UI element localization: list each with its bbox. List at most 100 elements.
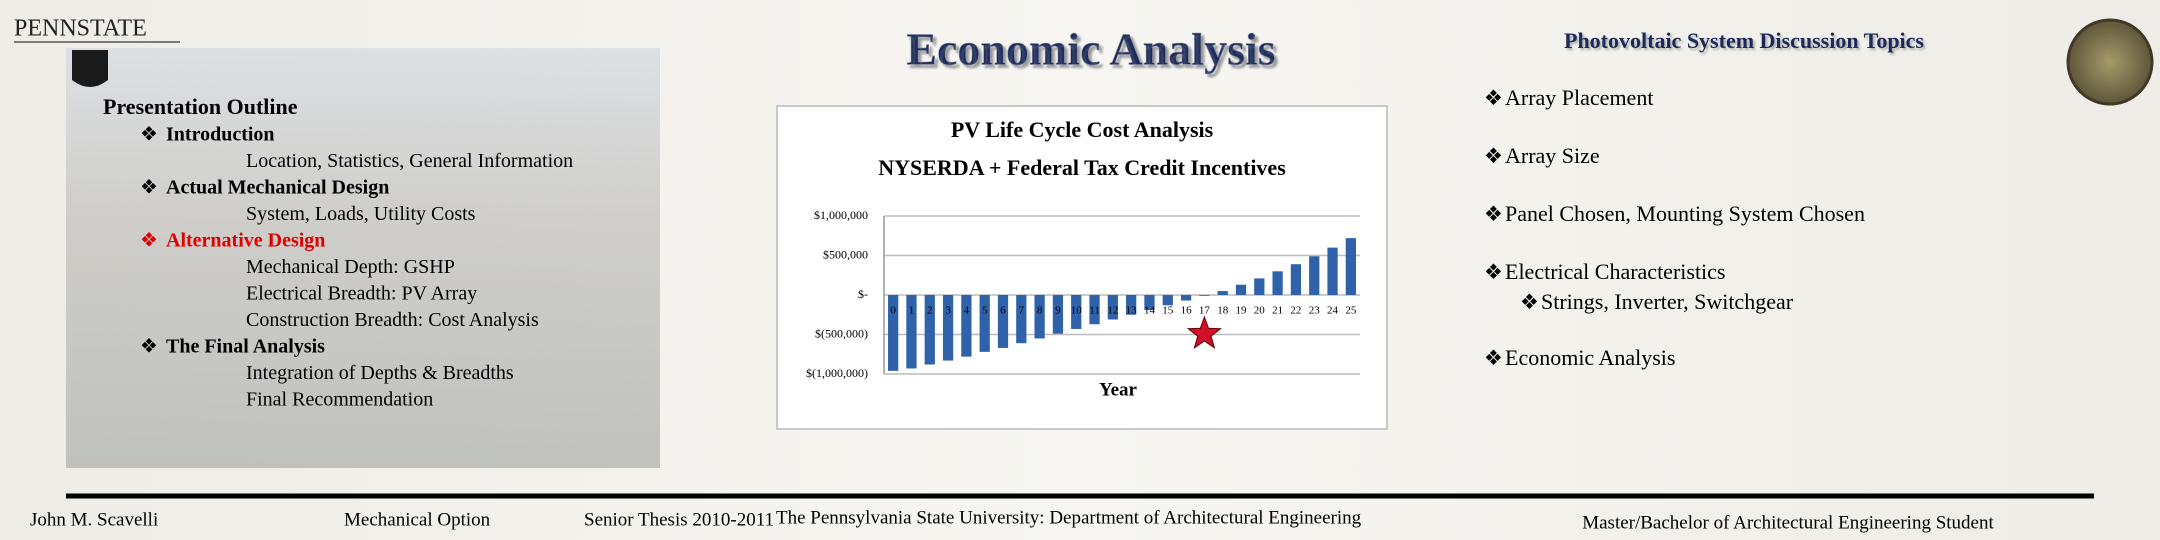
y-tick-label: $-	[858, 287, 868, 301]
outline-bullet: ❖	[140, 336, 158, 358]
x-tick-label: 14	[1144, 305, 1156, 317]
outline-item: The Final Analysis	[166, 336, 325, 358]
topic-bullet: ❖	[1484, 202, 1503, 226]
y-tick-label: $500,000	[823, 247, 868, 261]
bar	[906, 295, 917, 369]
x-tick-label: 5	[982, 305, 988, 317]
chart-frame	[776, 105, 1388, 430]
outline-item: Introduction	[166, 124, 275, 146]
outline-subitem: Final Recommendation	[246, 389, 433, 411]
star-marker	[1186, 315, 1222, 349]
outline-bullet: ❖	[140, 177, 158, 199]
bar	[1089, 295, 1100, 325]
x-tick-label: 21	[1272, 305, 1283, 317]
bar	[1162, 295, 1173, 306]
outline-bullet: ❖	[140, 230, 158, 252]
shield	[72, 50, 108, 87]
topic-item: Panel Chosen, Mounting System Chosen	[1505, 201, 1865, 226]
bar	[1235, 284, 1247, 295]
topic-bullet: ❖	[1484, 260, 1503, 284]
x-tick-label: 23	[1309, 305, 1321, 317]
x-tick-label: 1	[909, 305, 915, 317]
badge	[2066, 18, 2154, 106]
x-tick-label: 9	[1055, 305, 1061, 317]
bar	[1272, 271, 1283, 295]
outline-item: Actual Mechanical Design	[166, 177, 389, 199]
footer-thesis: Senior Thesis 2010-2011	[584, 509, 774, 530]
x-tick-label: 12	[1107, 305, 1118, 317]
outline-subitem: Mechanical Depth: GSHP	[246, 256, 455, 278]
topic-bullet: ❖	[1484, 346, 1503, 370]
x-tick-label: 6	[1000, 305, 1006, 317]
x-tick-label: 18	[1217, 305, 1229, 317]
bar	[1180, 295, 1192, 301]
topic-bullet: ❖	[1484, 144, 1503, 168]
chart-title: PV Life Cycle Cost Analysis	[951, 117, 1214, 142]
bar	[1345, 238, 1356, 295]
bar	[924, 295, 935, 365]
x-tick-label: 15	[1162, 305, 1174, 317]
footer-degree: Master/Bachelor of Architectural Enginee…	[1582, 512, 1994, 533]
footer-university: The Pennsylvania State University: Depar…	[776, 507, 1362, 528]
x-tick-label: 25	[1345, 305, 1357, 317]
logo: PENNSTATE	[14, 16, 147, 42]
x-tick-label: 11	[1089, 305, 1100, 317]
outline-subitem: Construction Breadth: Cost Analysis	[246, 309, 539, 331]
topics-title: Photovoltaic System Discussion Topics	[1564, 28, 1924, 53]
topic-bullet: ❖	[1484, 86, 1503, 110]
bar	[1217, 291, 1228, 295]
photo	[66, 48, 660, 468]
bar	[1071, 295, 1082, 329]
x-tick-label: 16	[1181, 305, 1193, 317]
topic-item: Electrical Characteristics	[1505, 259, 1726, 284]
x-tick-label: 0	[890, 305, 896, 317]
bar	[942, 295, 954, 361]
x-tick-label: 2	[927, 305, 933, 317]
bar	[997, 295, 1009, 348]
bar	[1016, 295, 1027, 344]
x-tick-label: 20	[1254, 305, 1266, 317]
x-tick-label: 4	[964, 305, 970, 317]
y-tick-label: $1,000,000	[814, 208, 868, 222]
bar	[1034, 295, 1045, 339]
x-tick-label: 8	[1037, 305, 1043, 317]
footer-author: John M. Scavelli	[30, 509, 158, 530]
bar	[1254, 278, 1265, 295]
bar	[979, 295, 990, 352]
x-tick-label: 24	[1327, 305, 1339, 317]
x-tick-label: 19	[1236, 305, 1248, 317]
outline-subitem: System, Loads, Utility Costs	[246, 203, 476, 225]
outline-subitem: Electrical Breadth: PV Array	[246, 283, 477, 305]
footer-option: Mechanical Option	[344, 509, 491, 530]
bar	[888, 295, 899, 371]
x-tick-label: 7	[1019, 305, 1025, 317]
bar	[1290, 264, 1302, 295]
topic-item: Array Size	[1505, 143, 1600, 168]
x-tick-label: 17	[1199, 305, 1211, 317]
outline-title: Presentation Outline	[103, 94, 298, 119]
topic-item: Array Placement	[1505, 85, 1653, 110]
outline-bullet: ❖	[140, 124, 158, 146]
y-tick-label: $(500,000)	[815, 326, 868, 340]
bar	[1126, 295, 1137, 315]
x-tick-label: 3	[945, 305, 951, 317]
topic-bullet: ❖	[1520, 290, 1539, 314]
bar	[1107, 295, 1118, 320]
topic-item: Economic Analysis	[1505, 345, 1675, 370]
outline-item: Alternative Design	[166, 230, 325, 252]
slide-title: Economic Analysis	[906, 24, 1275, 75]
bar	[961, 295, 972, 357]
bar	[1052, 295, 1064, 334]
x-axis-label: Year	[1099, 379, 1138, 400]
bar	[1199, 295, 1210, 296]
bar	[1309, 256, 1320, 295]
y-tick-label: $(1,000,000)	[806, 366, 868, 380]
x-tick-label: 10	[1071, 305, 1083, 317]
bar	[1144, 295, 1155, 311]
x-tick-label: 13	[1126, 305, 1138, 317]
outline-subitem: Location, Statistics, General Informatio…	[246, 150, 573, 172]
x-tick-label: 22	[1290, 305, 1301, 317]
chart-subtitle: NYSERDA + Federal Tax Credit Incentives	[878, 155, 1286, 180]
bar	[1327, 247, 1338, 295]
